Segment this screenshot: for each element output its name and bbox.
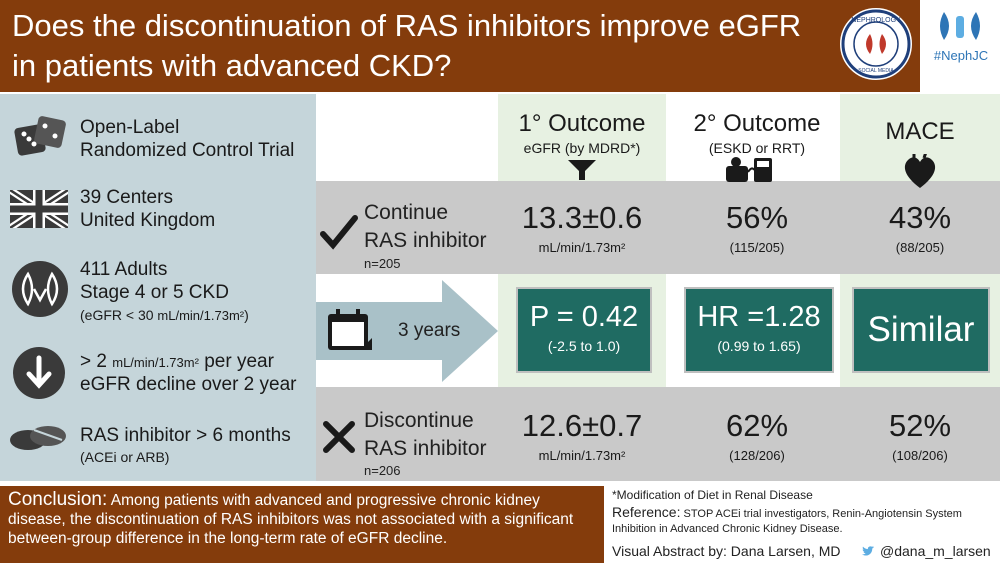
reference: Reference: STOP ACEi trial investigators…: [612, 504, 962, 536]
continue-n: n=205: [364, 256, 401, 271]
secondary-outcome-subtitle: (ESKD or RRT): [708, 140, 806, 156]
primary-ci: (-2.5 to 1.0): [547, 338, 621, 354]
kidney-icon: [12, 261, 68, 317]
heart-icon: [904, 154, 936, 188]
footnote: *Modification of Diet in Renal Disease: [612, 488, 813, 502]
mace-result: Similar: [867, 310, 975, 349]
discontinue-secondary-fraction: (128/206): [729, 448, 785, 463]
twitter-handle[interactable]: @dana_m_larsen: [880, 543, 991, 559]
followup-arrow: [316, 280, 498, 382]
secondary-comparison-box: HR =1.28 (0.99 to 1.65): [684, 287, 834, 373]
nephrology-logo: NEPHROLOGY SOCIAL MEDIA: [838, 6, 914, 82]
conclusion-panel: [0, 486, 604, 563]
discontinue-mace-value: 52%: [888, 408, 952, 443]
secondary-ci: (0.99 to 1.65): [717, 338, 801, 354]
ras-line1: RAS inhibitor > 6 months: [80, 425, 291, 446]
twitter-icon: [862, 546, 874, 556]
discontinue-n: n=206: [364, 463, 401, 478]
dice-icon: [14, 116, 66, 156]
continue-mace-value: 43%: [888, 200, 952, 235]
continue-primary-value: 13.3±0.6: [521, 200, 643, 235]
mace-title: MACE: [885, 118, 955, 145]
design-line1: Open-Label: [80, 117, 180, 138]
continue-secondary-fraction: (115/205): [729, 240, 785, 255]
population-line1: 411 Adults: [80, 259, 168, 280]
svg-text:NEPHROLOGY: NEPHROLOGY: [851, 17, 901, 24]
discontinue-label-1: Discontinue: [364, 409, 474, 432]
discontinue-row-bg: [316, 387, 1000, 481]
calendar-icon: [328, 309, 372, 350]
secondary-outcome-title: 2° Outcome: [693, 110, 821, 137]
svg-text:SOCIAL MEDIA: SOCIAL MEDIA: [858, 68, 894, 74]
design-line2: Randomized Control Trial: [80, 140, 295, 161]
primary-comparison-box: P = 0.42 (-2.5 to 1.0): [516, 287, 652, 373]
down-arrow-icon: [13, 347, 65, 399]
continue-secondary-value: 56%: [725, 200, 789, 235]
hashtag[interactable]: #NephJC: [933, 48, 989, 63]
discontinue-primary-unit: mL/min/1.73m²: [538, 448, 626, 463]
secondary-hr: HR =1.28: [697, 301, 821, 333]
conclusion-text: Conclusion: Among patients with advanced…: [8, 489, 574, 547]
funnel-icon: [568, 160, 596, 180]
decline-line1: > 2 mL/min/1.73m² per year: [80, 351, 274, 372]
continue-primary-unit: mL/min/1.73m²: [538, 240, 626, 255]
primary-outcome-title: 1° Outcome: [518, 110, 646, 137]
kidney-logo-icon: [940, 12, 980, 40]
mace-comparison-box: Similar: [852, 287, 990, 373]
pills-icon: [10, 426, 66, 450]
population-line2: Stage 4 or 5 CKD: [80, 282, 229, 303]
discontinue-secondary-value: 62%: [725, 408, 789, 443]
hashtag-panel: [920, 0, 1000, 92]
discontinue-primary-value: 12.6±0.7: [521, 408, 643, 443]
centers-line2: United Kingdom: [80, 210, 216, 231]
primary-outcome-subtitle: eGFR (by MDRD*): [523, 140, 641, 156]
continue-label-2: RAS inhibitor: [364, 229, 487, 252]
followup-duration: 3 years: [398, 320, 461, 341]
continue-label-1: Continue: [364, 201, 449, 224]
continue-row-bg: [316, 181, 1000, 274]
page-title: Does the discontinuation of RAS inhibito…: [12, 8, 802, 83]
discontinue-label-2: RAS inhibitor: [364, 437, 487, 460]
ras-line2: (ACEi or ARB): [80, 449, 170, 465]
population-line3: (eGFR < 30 mL/min/1.73m²): [80, 307, 249, 323]
uk-flag-icon: [10, 190, 68, 228]
primary-p-value: P = 0.42: [529, 301, 639, 333]
conclusion-label: Conclusion:: [8, 489, 108, 510]
check-icon: [320, 215, 358, 250]
abstract-author: Visual Abstract by: Dana Larsen, MD: [612, 543, 841, 559]
centers-line1: 39 Centers: [80, 187, 173, 208]
header-bar: [0, 0, 968, 92]
x-icon: [323, 421, 355, 453]
continue-mace-fraction: (88/205): [895, 240, 945, 255]
dialysis-icon: [726, 157, 772, 182]
discontinue-mace-fraction: (108/206): [892, 448, 948, 463]
decline-line2: eGFR decline over 2 year: [80, 374, 297, 395]
